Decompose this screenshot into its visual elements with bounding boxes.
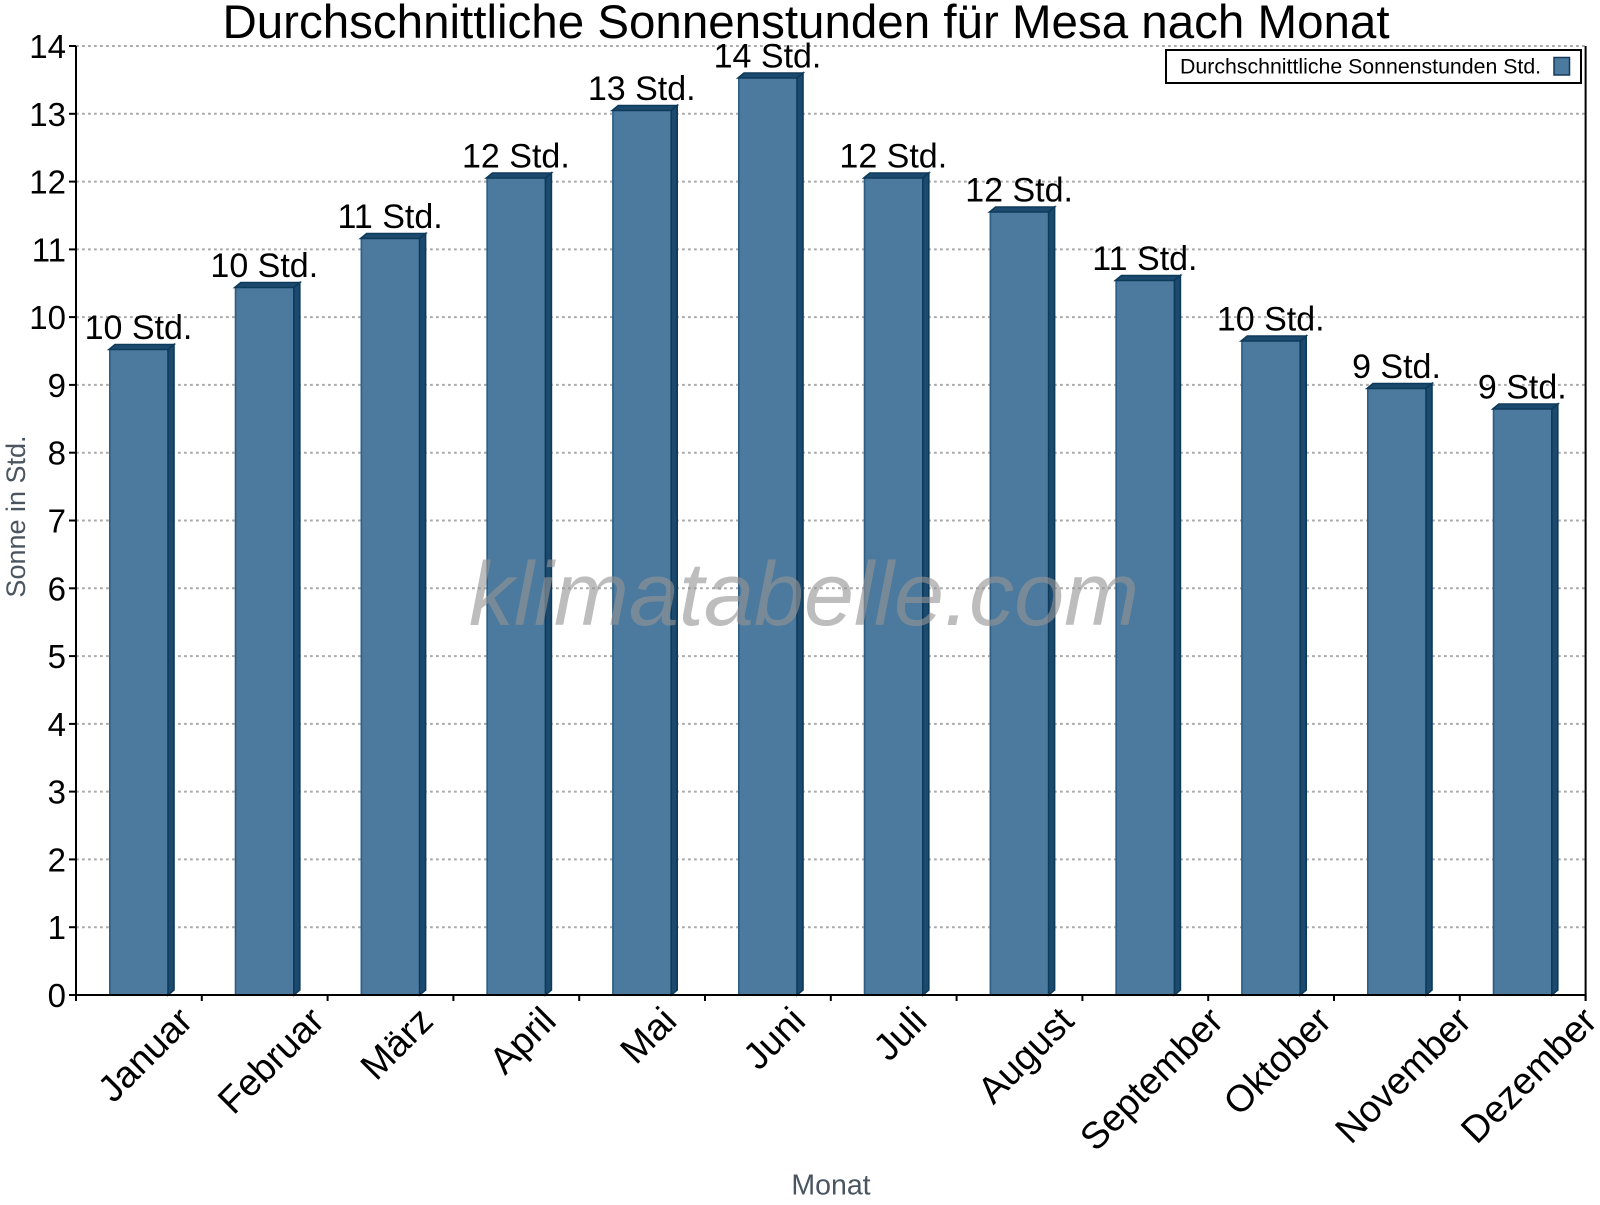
svg-text:9 Std.: 9 Std.	[1352, 348, 1441, 386]
svg-text:10 Std.: 10 Std.	[85, 309, 193, 347]
svg-text:Monat: Monat	[791, 1170, 870, 1201]
svg-text:12 Std.: 12 Std.	[839, 138, 947, 176]
svg-text:Durchschnittliche Sonnenstunde: Durchschnittliche Sonnenstunden für Mesa…	[222, 0, 1389, 49]
svg-text:5: 5	[48, 638, 66, 675]
svg-text:Sonne in Std.: Sonne in Std.	[1, 435, 31, 597]
svg-text:11: 11	[32, 231, 66, 268]
svg-text:Durchschnittliche Sonnenstunde: Durchschnittliche Sonnenstunden Std.	[1180, 55, 1541, 79]
svg-text:1: 1	[48, 909, 66, 946]
svg-text:14 Std.: 14 Std.	[714, 38, 822, 76]
svg-text:9: 9	[48, 367, 66, 404]
svg-text:3: 3	[48, 774, 66, 811]
svg-text:11 Std.: 11 Std.	[1092, 240, 1197, 278]
svg-text:10: 10	[29, 299, 66, 336]
svg-text:4: 4	[48, 706, 66, 743]
svg-text:2: 2	[48, 841, 66, 878]
svg-text:13 Std.: 13 Std.	[588, 70, 696, 108]
svg-text:7: 7	[48, 503, 66, 540]
svg-text:10 Std.: 10 Std.	[1217, 301, 1325, 339]
svg-text:9 Std.: 9 Std.	[1478, 369, 1567, 407]
svg-text:13: 13	[29, 96, 66, 133]
svg-text:11 Std.: 11 Std.	[337, 198, 442, 236]
svg-text:klimatabelle.com: klimatabelle.com	[469, 545, 1139, 645]
svg-text:12 Std.: 12 Std.	[462, 138, 570, 176]
svg-text:12: 12	[29, 164, 66, 201]
svg-text:8: 8	[48, 435, 66, 472]
svg-text:10 Std.: 10 Std.	[210, 247, 318, 285]
svg-text:14: 14	[29, 28, 66, 65]
svg-text:6: 6	[48, 570, 66, 607]
svg-text:0: 0	[48, 977, 66, 1014]
svg-text:12 Std.: 12 Std.	[965, 172, 1073, 210]
